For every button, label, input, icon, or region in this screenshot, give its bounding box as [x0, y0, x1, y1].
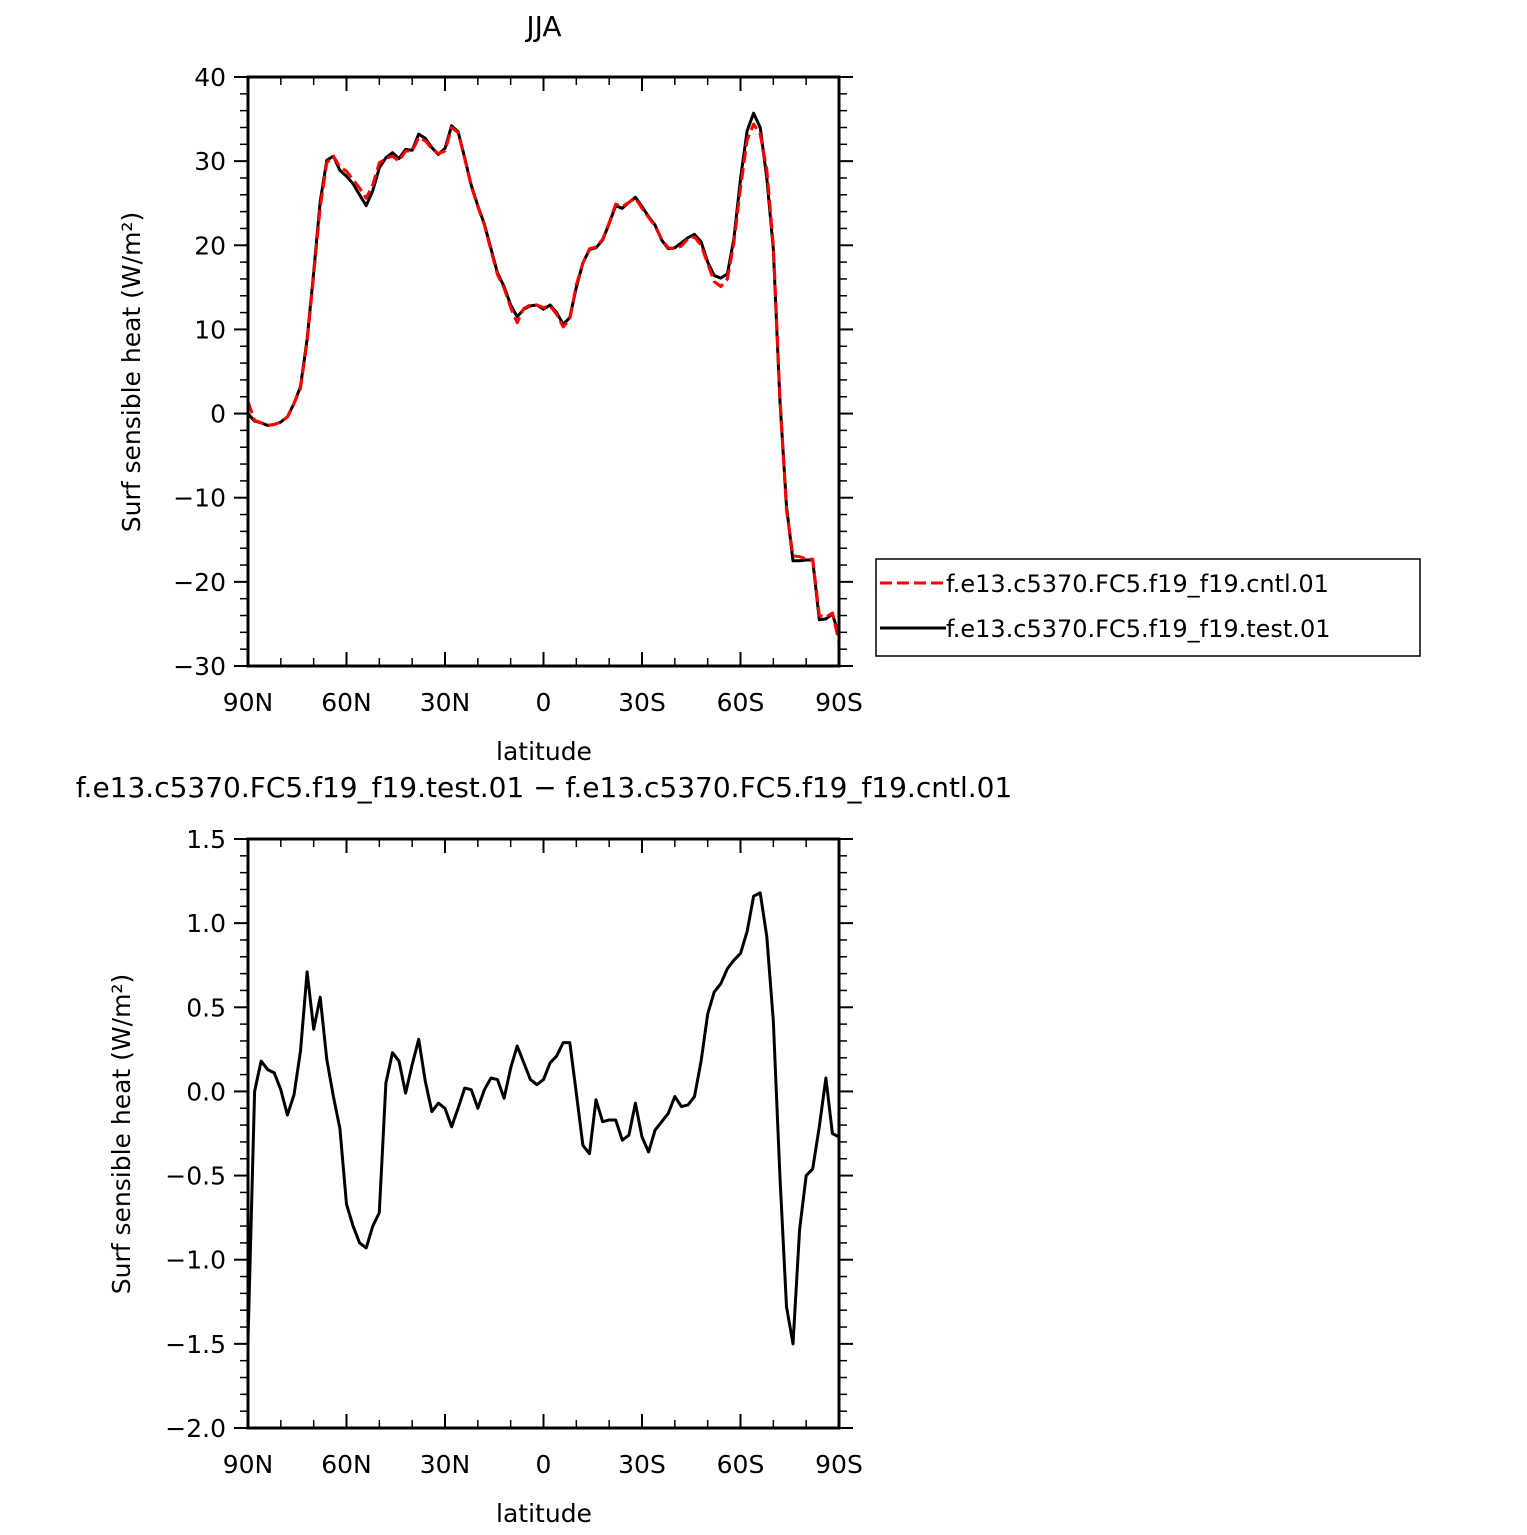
bottom-y-axis-label: Surf sensible heat (W/m²)	[107, 974, 136, 1294]
bottom-panel: f.e13.c5370.FC5.f19_f19.test.01 − f.e13.…	[76, 771, 1013, 1528]
y-tick-label: −20	[173, 568, 226, 597]
x-tick-label: 60N	[321, 1450, 372, 1479]
x-tick-label: 90N	[223, 1450, 274, 1479]
legend: f.e13.c5370.FC5.f19_f19.cntl.01 f.e13.c5…	[875, 558, 1421, 657]
y-tick-label: 40	[194, 63, 226, 92]
top-y-axis-label: Surf sensible heat (W/m²)	[117, 212, 146, 532]
x-tick-label: 90N	[223, 688, 274, 717]
y-tick-label: 30	[194, 147, 226, 176]
y-tick-label: −1.0	[165, 1246, 226, 1275]
legend-label-cntl: f.e13.c5370.FC5.f19_f19.cntl.01	[946, 570, 1329, 598]
y-tick-label: 20	[194, 231, 226, 260]
x-tick-label: 30S	[618, 1450, 666, 1479]
y-tick-label: 0.5	[186, 993, 226, 1022]
y-tick-label: −2.0	[165, 1414, 226, 1443]
legend-label-test: f.e13.c5370.FC5.f19_f19.test.01	[946, 615, 1331, 643]
y-tick-label: −0.5	[165, 1162, 226, 1191]
y-tick-label: 1.0	[186, 909, 226, 938]
top-panel: JJA 90N 60N 30N 0 30S 60S 90S −30 −20 −10 0 10 20 30 4…	[117, 10, 1421, 766]
x-tick-label: 30S	[618, 688, 666, 717]
x-tick-label: 60S	[717, 688, 765, 717]
y-tick-label: −1.5	[165, 1330, 226, 1359]
x-tick-label: 90S	[815, 688, 863, 717]
legend-box	[875, 558, 1421, 657]
x-tick-label: 90S	[815, 1450, 863, 1479]
y-tick-label: 10	[194, 315, 226, 344]
bottom-x-axis-label: latitude	[496, 1499, 592, 1528]
x-tick-label: 30N	[420, 688, 471, 717]
top-x-axis-label: latitude	[496, 737, 592, 766]
bottom-chart-title: f.e13.c5370.FC5.f19_f19.test.01 − f.e13.…	[76, 771, 1013, 804]
top-chart-title: JJA	[524, 10, 561, 43]
x-tick-label: 30N	[420, 1450, 471, 1479]
x-tick-label: 60S	[717, 1450, 765, 1479]
y-tick-label: 1.5	[186, 825, 226, 854]
y-tick-label: 0	[210, 400, 226, 429]
series-line-difference	[248, 891, 839, 1346]
x-tick-label: 0	[536, 688, 552, 717]
bottom-series-group	[248, 891, 839, 1346]
y-tick-label: −30	[173, 652, 226, 681]
y-tick-label: 0.0	[186, 1077, 226, 1106]
top-axis-ticks: 90N 60N 30N 0 30S 60S 90S −30 −20 −10 0 10 20 30 40	[173, 63, 863, 717]
top-plot-frame	[246, 75, 841, 668]
bottom-axis-ticks: 90N 60N 30N 0 30S 60S 90S −2.0 −1.5 −1.0 −0.5 0.0 0.…	[165, 825, 863, 1479]
y-tick-label: −10	[173, 484, 226, 513]
x-tick-label: 60N	[321, 688, 372, 717]
top-series-group	[248, 111, 839, 644]
x-tick-label: 0	[536, 1450, 552, 1479]
bottom-plot-frame	[246, 837, 841, 1430]
